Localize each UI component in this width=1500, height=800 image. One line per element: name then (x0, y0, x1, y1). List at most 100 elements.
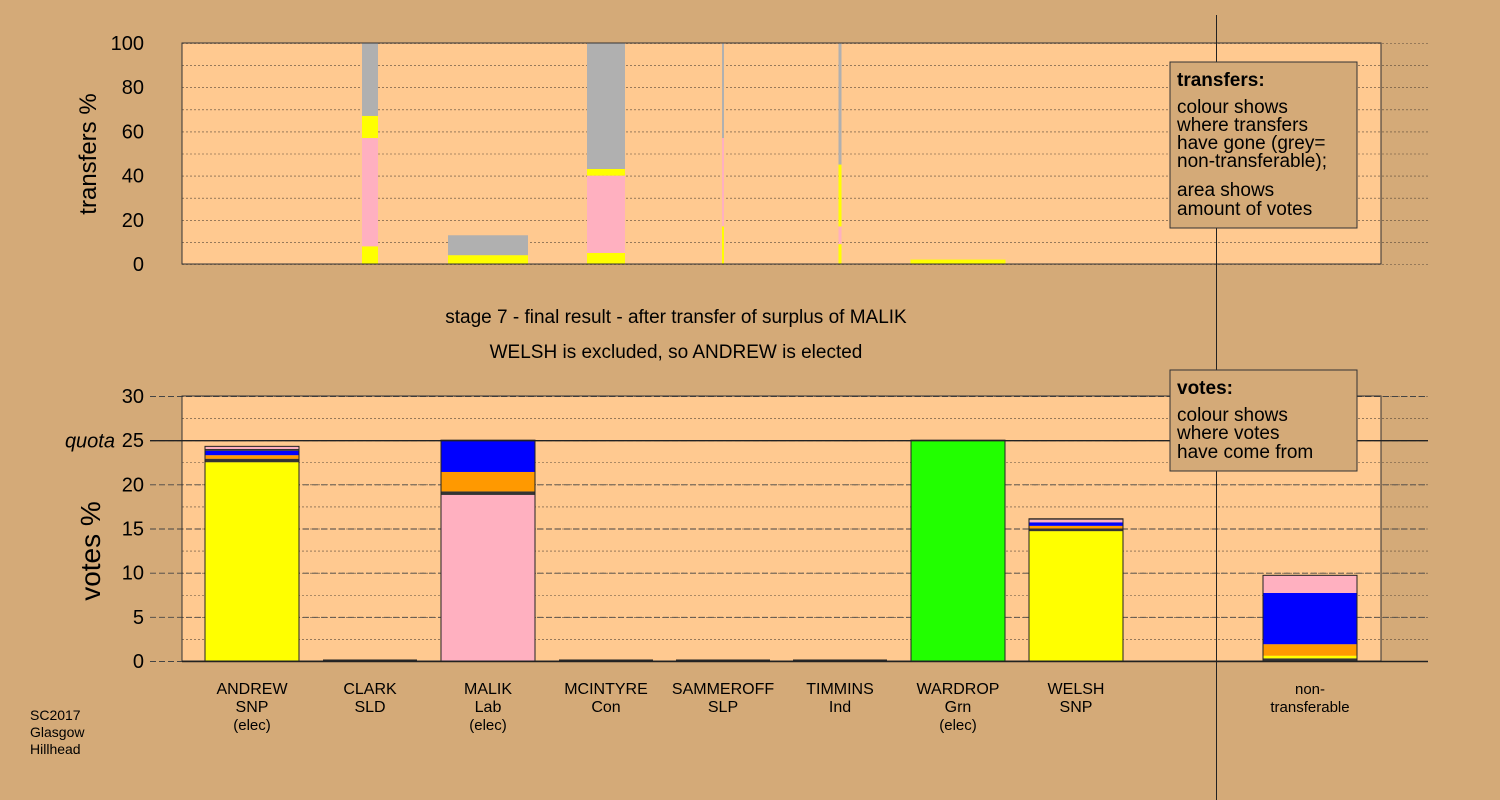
transfer-segment-timmins (838, 244, 842, 264)
vote-segment-nontrans (1263, 655, 1357, 659)
transfers-bars (362, 43, 1006, 264)
legend-transfers-line: where transfers (1176, 115, 1308, 136)
legend-transfers-box (1169, 61, 1358, 229)
candidate-label-andrew: SNP (236, 699, 269, 716)
candidate-label-andrew: ANDREW (216, 681, 288, 698)
election-footer: SC2017 Glasgow Hillhead (30, 707, 85, 757)
legend-votes: votes: colour shows where votes have com… (1169, 369, 1358, 472)
vote-segment-andrew (205, 462, 299, 661)
vote-segment-wardrop (911, 440, 1005, 661)
transfer-segment-mcintyre (587, 168, 625, 176)
transfers-y-tick-label: 60 (122, 121, 144, 143)
legend-votes-line: colour shows (1177, 405, 1288, 426)
votes-bars (204, 439, 1358, 662)
candidate-label-wardrop: (elec) (939, 717, 977, 734)
transfer-segment-clark (362, 138, 378, 247)
votes-y-tick-label: 5 (133, 607, 144, 629)
votes-y-ticks: 0 5 10 15 20 25 30 (122, 386, 144, 673)
transfer-segment-malik (448, 255, 528, 264)
vote-segment-andrew (205, 455, 299, 459)
transfer-segment-mcintyre (587, 43, 625, 169)
transfers-y-tick-label: 20 (122, 210, 144, 232)
vote-segment-andrew (205, 446, 299, 449)
transfer-segment-clark (362, 246, 378, 264)
transfers-y-tick-label: 0 (133, 254, 144, 276)
vote-segment-andrew (205, 458, 299, 463)
quota-label: quota (65, 431, 115, 453)
transfer-segment-sammeroff (722, 226, 724, 264)
candidate-label-wardrop: WARDROP (917, 681, 1000, 698)
candidate-label-mcintyre: MCINTYRE (564, 681, 648, 698)
candidate-label-malik: MALIK (464, 681, 512, 698)
footer-line: SC2017 (30, 707, 81, 723)
votes-y-tick-label: 30 (122, 386, 144, 408)
transfer-segment-timmins (838, 164, 842, 227)
votes-y-tick-label: 0 (133, 651, 144, 673)
candidate-label-welsh: SNP (1060, 699, 1093, 716)
candidate-label-timmins: Ind (829, 699, 851, 716)
candidate-label-sammeroff: SAMMEROFF (672, 681, 774, 698)
vote-segment-nontrans (1263, 644, 1357, 656)
votes-y-tick-label: 10 (122, 563, 144, 585)
transfer-segment-timmins (838, 43, 842, 165)
votes-y-tick-label: 20 (122, 474, 144, 496)
candidate-label-wardrop: Grn (945, 699, 972, 716)
vote-segment-andrew (205, 449, 299, 451)
stage-subtitle: WELSH is excluded, so ANDREW is elected (490, 342, 863, 363)
legend-transfers-line: area shows (1177, 180, 1274, 201)
legend-transfers-line: amount of votes (1177, 199, 1312, 220)
candidate-label-nontrans: transferable (1270, 699, 1349, 716)
vote-segment-andrew (205, 450, 299, 456)
legend-votes-heading: votes: (1177, 378, 1233, 399)
transfer-segment-timmins (838, 226, 842, 245)
transfer-segment-wardrop (910, 259, 1006, 264)
transfer-segment-clark (362, 115, 378, 139)
candidate-label-malik: Lab (475, 699, 502, 716)
votes-y-axis-label: votes % (75, 501, 106, 601)
candidate-labels: ANDREWSNP(elec)CLARKSLDMALIKLab(elec)MCI… (216, 681, 1349, 734)
candidate-label-malik: (elec) (469, 717, 507, 734)
candidate-label-sammeroff: SLP (708, 699, 738, 716)
candidate-label-mcintyre: Con (591, 699, 620, 716)
vote-segment-nontrans (1263, 658, 1357, 661)
transfers-y-axis-label: transfers % (75, 93, 102, 214)
transfers-y-tick-label: 40 (122, 166, 144, 188)
votes-y-tick-label: 15 (122, 519, 144, 541)
transfers-y-tick-label: 80 (122, 77, 144, 99)
footer-line: Hillhead (30, 741, 81, 757)
candidate-label-andrew: (elec) (233, 717, 271, 734)
stage-caption: stage 7 - final result - after transfer … (445, 307, 907, 363)
legend-transfers: transfers: colour shows where transfers … (1169, 61, 1358, 229)
vote-segment-malik (441, 491, 535, 495)
candidate-label-timmins: TIMMINS (806, 681, 874, 698)
vote-segment-welsh (1029, 522, 1123, 526)
footer-line: Glasgow (30, 724, 85, 740)
candidate-label-nontrans: non- (1295, 681, 1325, 698)
transfer-segment-mcintyre (587, 252, 625, 264)
legend-transfers-heading: transfers: (1177, 70, 1265, 91)
transfer-segment-sammeroff (722, 138, 724, 227)
candidate-label-clark: SLD (354, 699, 385, 716)
transfer-segment-clark (362, 43, 378, 116)
vote-segment-welsh (1029, 528, 1123, 532)
vote-segment-welsh (1029, 525, 1123, 529)
vote-segment-malik (441, 494, 535, 661)
vote-segment-malik (441, 440, 535, 472)
transfers-y-ticks: 0 20 40 60 80 100 (111, 33, 144, 276)
legend-votes-box (1169, 369, 1358, 472)
vote-segment-nontrans (1263, 592, 1357, 645)
candidate-label-clark: CLARK (343, 681, 397, 698)
vote-segment-welsh (1029, 519, 1123, 523)
stage-title: stage 7 - final result - after transfer … (445, 307, 907, 328)
vote-segment-welsh (1029, 531, 1123, 661)
transfers-plot-frame (181, 42, 1382, 265)
transfer-segment-sammeroff (722, 43, 724, 139)
legend-votes-line: where votes (1176, 423, 1279, 444)
transfers-y-tick-label: 100 (111, 33, 144, 55)
vote-segment-nontrans (1263, 575, 1357, 593)
transfer-segment-malik (448, 235, 528, 256)
legend-transfers-line: colour shows (1177, 97, 1288, 118)
legend-transfers-line: have gone (grey= (1177, 133, 1325, 154)
